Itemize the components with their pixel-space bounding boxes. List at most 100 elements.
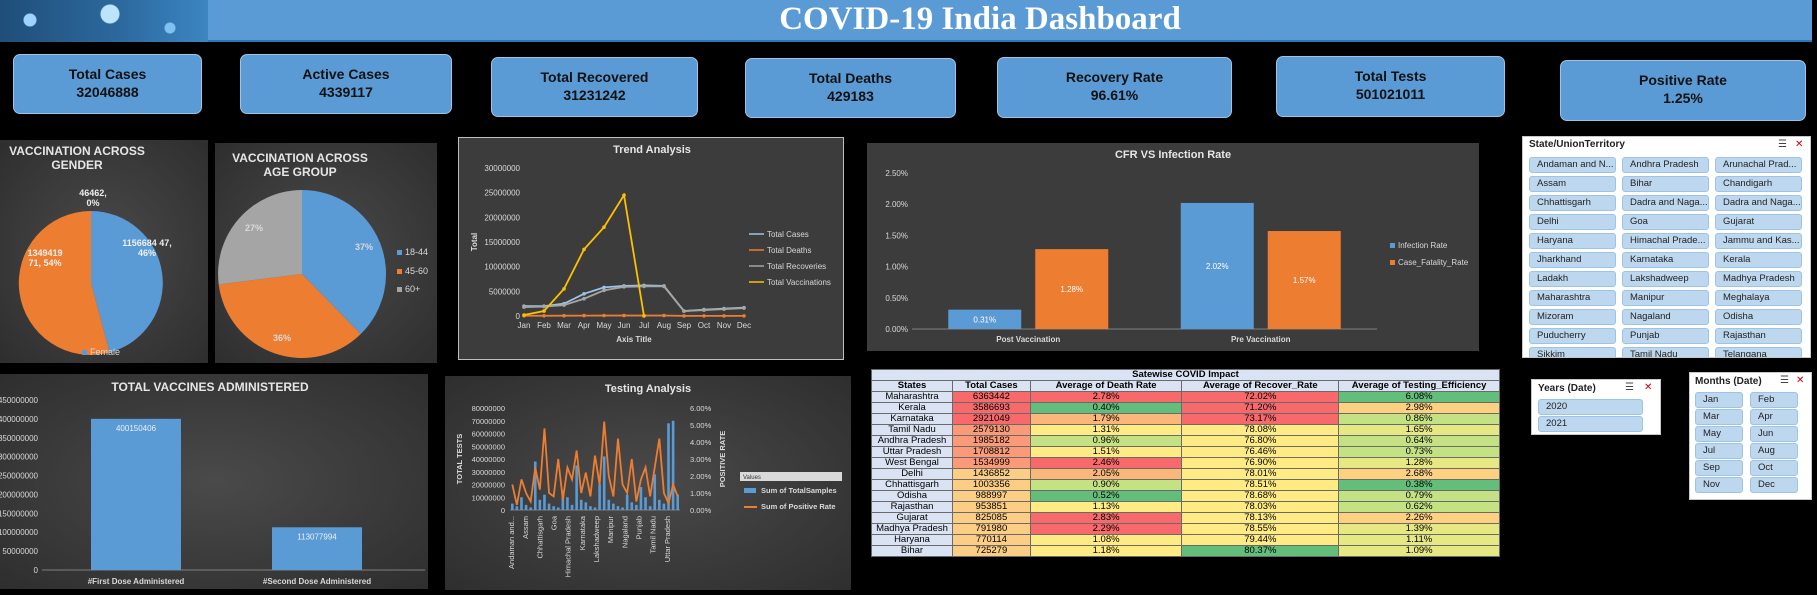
statewise-impact-table[interactable]: Satewise COVID Impact States Total Cases A… [870,369,1500,557]
slicer-item-state[interactable]: Ladakh [1529,271,1616,287]
bar[interactable] [1267,231,1341,329]
slicer-item-state[interactable]: Chandigarh [1715,176,1802,192]
data-point[interactable] [662,313,666,318]
bar[interactable] [520,497,523,510]
bar[interactable] [91,418,181,570]
data-point[interactable] [622,285,626,289]
slicer-item-state[interactable]: Andaman and N... [1529,157,1616,173]
slicer-item-month[interactable]: Jul [1695,443,1743,459]
slicer-item-state[interactable]: Goa [1622,214,1709,230]
values-filter-button[interactable] [740,472,842,481]
slicer-item-state[interactable]: Dadra and Naga... [1715,195,1802,211]
bar[interactable] [575,465,578,510]
pie-slice-18-44[interactable] [302,190,387,335]
data-point[interactable] [742,306,746,310]
bar[interactable] [658,499,661,510]
slicer-item-state[interactable]: Puducherry [1529,328,1616,344]
slicer-item-month[interactable]: Aug [1750,443,1798,459]
slicer-item-month[interactable]: May [1695,426,1743,442]
vaccination-gender-chart[interactable]: VACCINATION ACROSS GENDER Female 1156684… [0,140,208,363]
months-slicer[interactable]: Months (Date) ☰ ✕ Jan Feb Mar Apr May Jun Jul A… [1689,372,1812,500]
kpi-total-tests[interactable]: Total Tests 501021011 [1276,56,1505,117]
slicer-item-month[interactable]: Jun [1750,426,1798,442]
data-point[interactable] [582,313,586,318]
data-point[interactable] [602,288,606,293]
bar[interactable] [561,490,565,510]
slicer-item-state[interactable]: Andhra Pradesh [1622,157,1709,173]
table-row[interactable]: Andhra Pradesh 1985182 0.96% 76.80% 0.64% [870,435,1500,447]
bar[interactable] [589,506,592,510]
data-point[interactable] [582,247,586,252]
bar[interactable] [529,507,532,510]
bar[interactable] [602,456,606,510]
slicer-item-month[interactable]: Apr [1750,409,1798,425]
bar[interactable] [524,504,528,510]
bar[interactable] [533,461,537,510]
bar[interactable] [639,487,643,510]
data-point[interactable] [702,308,706,312]
years-slicer[interactable]: Years (Date) ☰ ✕ 2020 2021 [1531,379,1661,435]
multi-select-icon[interactable]: ☰ [1778,139,1787,150]
trend-analysis-chart[interactable]: Trend Analysis 30000000 25000000 20000000 1… [458,137,844,360]
data-point[interactable] [742,314,746,318]
slicer-item-state[interactable]: Dadra and Naga... [1622,195,1709,211]
pie-slice-male[interactable] [18,210,110,355]
data-point[interactable] [642,314,646,318]
slicer-item-state[interactable]: Nagaland [1622,309,1709,325]
data-point[interactable] [662,284,666,289]
bar[interactable] [676,494,679,510]
data-point[interactable] [562,287,566,291]
bar[interactable] [612,503,615,510]
slicer-item-state[interactable]: Rajasthan [1715,328,1802,344]
pie-slice-female[interactable] [91,211,163,353]
slicer-item-state[interactable]: Bihar [1622,176,1709,192]
slicer-item-state[interactable]: Madhya Pradesh [1715,271,1802,287]
multi-select-icon[interactable]: ☰ [1625,382,1634,393]
data-point[interactable] [522,305,526,309]
table-row[interactable]: Delhi 1436852 2.05% 78.01% 2.68% [870,468,1500,480]
table-row[interactable]: Uttar Pradesh 1708812 1.51% 76.46% 0.73% [870,446,1500,458]
bar[interactable] [625,494,629,510]
data-point[interactable] [622,313,626,318]
bar[interactable] [667,423,670,510]
table-row[interactable]: Rajasthan 953851 1.13% 78.03% 0.62% [870,501,1500,513]
slicer-item-state[interactable]: Chhattisgarh [1529,195,1616,211]
slicer-item-state[interactable]: Manipur [1622,290,1709,306]
slicer-item-state[interactable]: Jharkhand [1529,252,1616,268]
bar[interactable] [511,503,514,510]
bar[interactable] [644,497,647,510]
bar[interactable] [630,502,634,510]
bar[interactable] [635,504,638,510]
column-header[interactable]: Average of Testing_Efficiency [1338,380,1500,392]
multi-select-icon[interactable]: ☰ [1780,375,1789,386]
data-point[interactable] [682,314,686,318]
bar[interactable] [1035,249,1109,329]
slicer-item-state[interactable]: Odisha [1715,309,1802,325]
table-row[interactable]: Karnataka 2921049 1.79% 73.17% 0.86% [870,413,1500,425]
slicer-item-state[interactable]: Arunachal Prad... [1715,157,1802,173]
slicer-item-state[interactable]: Lakshadweep [1622,271,1709,287]
bar[interactable] [543,494,546,510]
kpi-recovery-rate[interactable]: Recovery Rate 96.61% [997,57,1232,118]
bar[interactable] [579,499,583,510]
slicer-item-state[interactable]: Punjab [1622,328,1709,344]
data-point[interactable] [602,313,606,318]
bar[interactable] [584,502,588,510]
total-vaccines-chart[interactable]: TOTAL VACCINES ADMINISTERED 450000000 400… [0,374,428,589]
slicer-item-state[interactable]: Himachal Prade... [1622,233,1709,249]
data-point[interactable] [562,313,566,318]
bar[interactable] [538,499,542,510]
slicer-item-year[interactable]: 2021 [1538,416,1643,432]
kpi-active-cases[interactable]: Active Cases 4339117 [240,54,452,114]
state-slicer[interactable]: State/UnionTerritory ☰ ✕ Andaman and N..… [1522,136,1811,358]
bar[interactable] [671,420,675,510]
bar[interactable] [648,506,652,510]
bar[interactable] [515,506,519,510]
bar[interactable] [662,503,666,510]
slicer-item-state[interactable]: Gujarat [1715,214,1802,230]
bar[interactable] [1180,202,1254,329]
bar[interactable] [616,506,620,510]
kpi-total-cases[interactable]: Total Cases 32046888 [13,54,202,114]
bar[interactable] [593,507,597,510]
bar[interactable] [607,499,611,510]
